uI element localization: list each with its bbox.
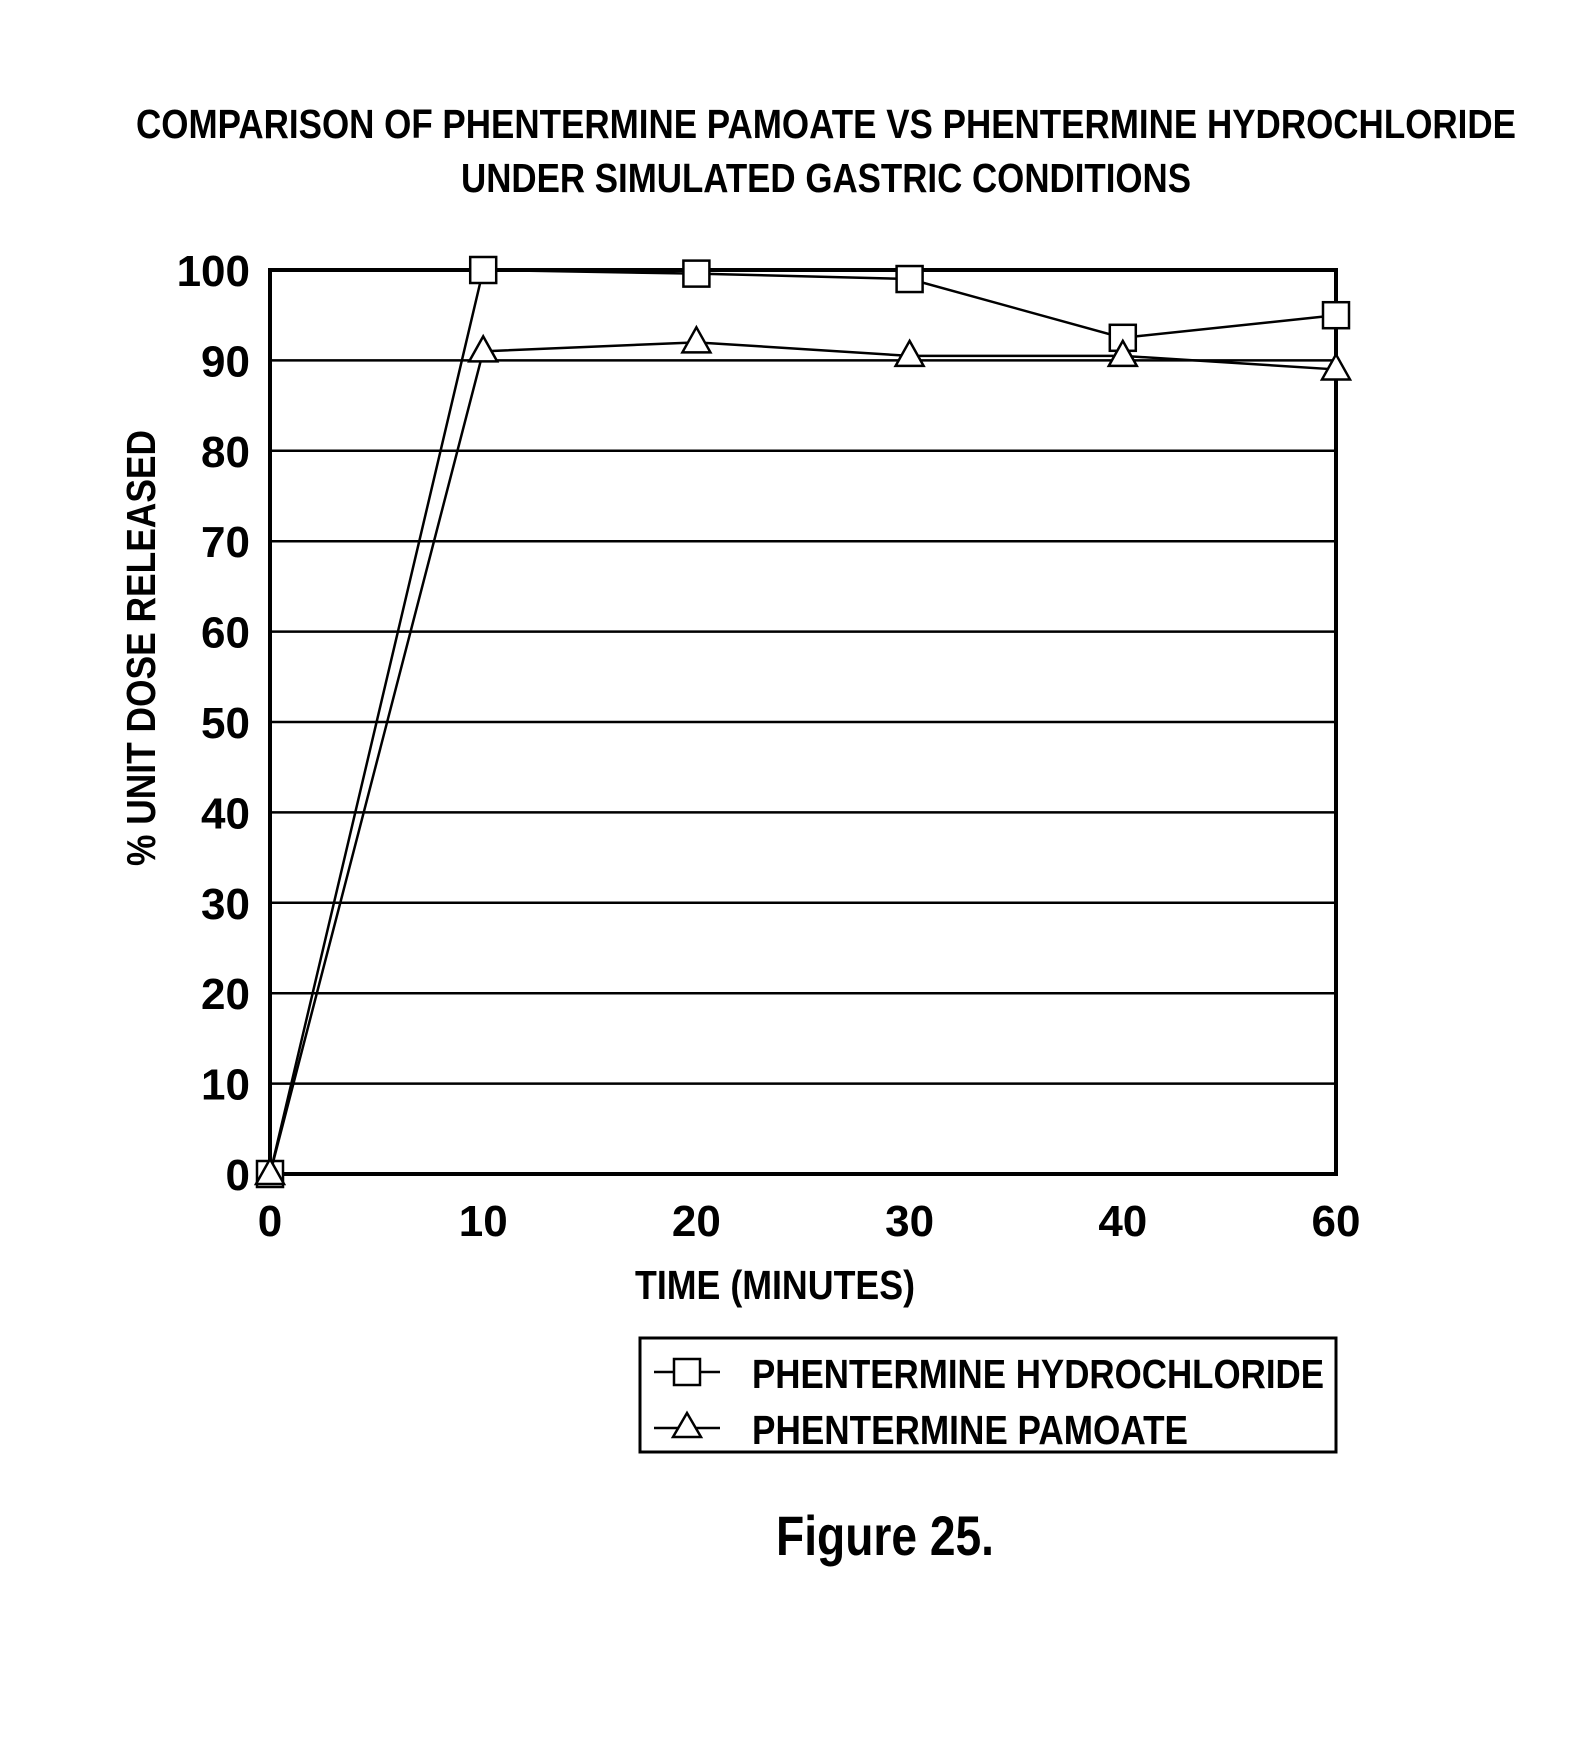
x-tick-label: 60 (1312, 1197, 1361, 1246)
y-tick-label: 0 (226, 1151, 250, 1200)
y-tick-label: 50 (201, 699, 250, 748)
series-line-pamoate (270, 342, 1336, 1174)
y-tick-label: 80 (201, 428, 250, 477)
legend-label-pamoate: PHENTERMINE PAMOATE (752, 1407, 1188, 1453)
x-tick-label: 0 (258, 1197, 282, 1246)
chart-title: COMPARISON OF PHENTERMINE PAMOATE VS PHE… (136, 101, 1516, 147)
data-point-pamoate (896, 341, 924, 366)
gridlines (270, 270, 1336, 1174)
y-tick-label: 100 (177, 247, 250, 296)
y-tick-label: 30 (201, 880, 250, 929)
x-tick-label: 10 (459, 1197, 508, 1246)
data-point-pamoate (682, 327, 710, 352)
figure-caption: Figure 25. (776, 1504, 994, 1567)
legend: PHENTERMINE HYDROCHLORIDE PHENTERMINE PA… (640, 1338, 1336, 1453)
data-point-pamoate (469, 336, 497, 361)
x-tick-label: 40 (1098, 1197, 1147, 1246)
y-tick-label: 90 (201, 337, 250, 386)
y-tick-label: 10 (201, 1061, 250, 1110)
y-tick-label: 70 (201, 518, 250, 567)
series-pamoate (256, 327, 1350, 1184)
x-tick-label: 20 (672, 1197, 721, 1246)
data-point-hydrochloride (470, 257, 496, 283)
data-point-hydrochloride (683, 261, 709, 287)
x-axis-label: TIME (MINUTES) (635, 1262, 915, 1308)
legend-label-hydrochloride: PHENTERMINE HYDROCHLORIDE (752, 1351, 1324, 1397)
legend-square-marker (674, 1359, 700, 1385)
data-point-hydrochloride (897, 266, 923, 292)
y-tick-labels: 0 10 20 30 40 50 60 70 80 90 100 (177, 247, 250, 1200)
legend-entry-hydrochloride: PHENTERMINE HYDROCHLORIDE (654, 1351, 1324, 1397)
x-tick-label: 30 (885, 1197, 934, 1246)
y-tick-label: 40 (201, 789, 250, 838)
chart-subtitle: UNDER SIMULATED GASTRIC CONDITIONS (461, 155, 1191, 201)
x-tick-labels: 0 10 20 30 40 60 (258, 1197, 1361, 1246)
data-point-hydrochloride (1323, 302, 1349, 328)
y-tick-label: 60 (201, 609, 250, 658)
data-point-pamoate (1322, 354, 1350, 379)
y-axis-label: % UNIT DOSE RELEASED (118, 430, 164, 866)
y-tick-label: 20 (201, 970, 250, 1019)
